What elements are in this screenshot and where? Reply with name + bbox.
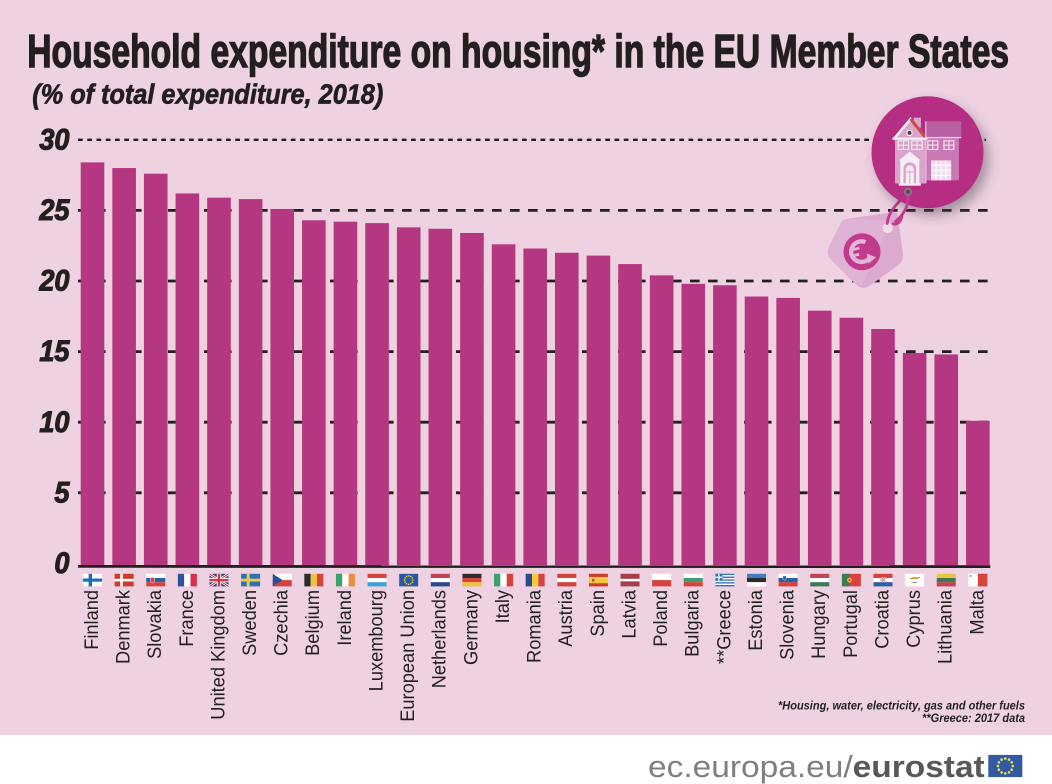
svg-text:Luxembourg: Luxembourg [365,590,386,691]
svg-text:European Union: European Union [397,590,418,722]
svg-text:(% of total expenditure, 2018): (% of total expenditure, 2018) [32,78,383,109]
svg-text:Cyprus: Cyprus [903,590,924,648]
svg-text:*Housing, water, electricity,: *Housing, water, electricity, gas and ot… [778,699,1026,713]
svg-text:Latvia: Latvia [618,589,639,638]
svg-text:20: 20 [38,265,69,298]
svg-text:**Greece: **Greece [713,590,734,664]
svg-text:Czechia: Czechia [270,589,291,655]
svg-text:30: 30 [39,123,69,156]
svg-text:**Greece: 2017 data: **Greece: 2017 data [922,712,1025,726]
svg-text:Austria: Austria [555,589,576,646]
svg-text:10: 10 [39,406,69,439]
svg-text:Slovenia: Slovenia [776,589,797,660]
svg-text:Croatia: Croatia [871,589,892,648]
svg-text:Sweden: Sweden [239,590,260,656]
svg-text:Lithuania: Lithuania [934,589,955,664]
svg-text:Spain: Spain [586,590,607,637]
svg-text:France: France [175,590,196,647]
svg-text:Estonia: Estonia [745,589,766,650]
svg-text:Household expenditure on housi: Household expenditure on housing* in the… [27,26,1009,77]
svg-text:15: 15 [39,335,70,368]
svg-text:Belgium: Belgium [302,590,323,656]
svg-text:Ireland: Ireland [334,590,355,646]
svg-text:Malta: Malta [966,589,987,634]
svg-text:Finland: Finland [81,590,102,650]
svg-text:Denmark: Denmark [112,589,133,664]
svg-text:Romania: Romania [523,589,544,663]
svg-text:Slovakia: Slovakia [144,589,165,659]
svg-text:Netherlands: Netherlands [428,590,449,688]
svg-text:Germany: Germany [460,589,481,665]
svg-text:Italy: Italy [492,589,513,623]
svg-text:25: 25 [38,194,70,227]
svg-text:5: 5 [54,476,70,509]
svg-text:Bulgaria: Bulgaria [681,589,702,657]
svg-text:United Kingdom: United Kingdom [207,590,228,720]
svg-text:Poland: Poland [650,590,671,647]
svg-text:Hungary: Hungary [808,589,829,659]
svg-text:0: 0 [54,547,69,580]
svg-text:Portugal: Portugal [839,590,860,658]
svg-text:ec.europa.eu/eurostat: ec.europa.eu/eurostat [648,749,985,784]
